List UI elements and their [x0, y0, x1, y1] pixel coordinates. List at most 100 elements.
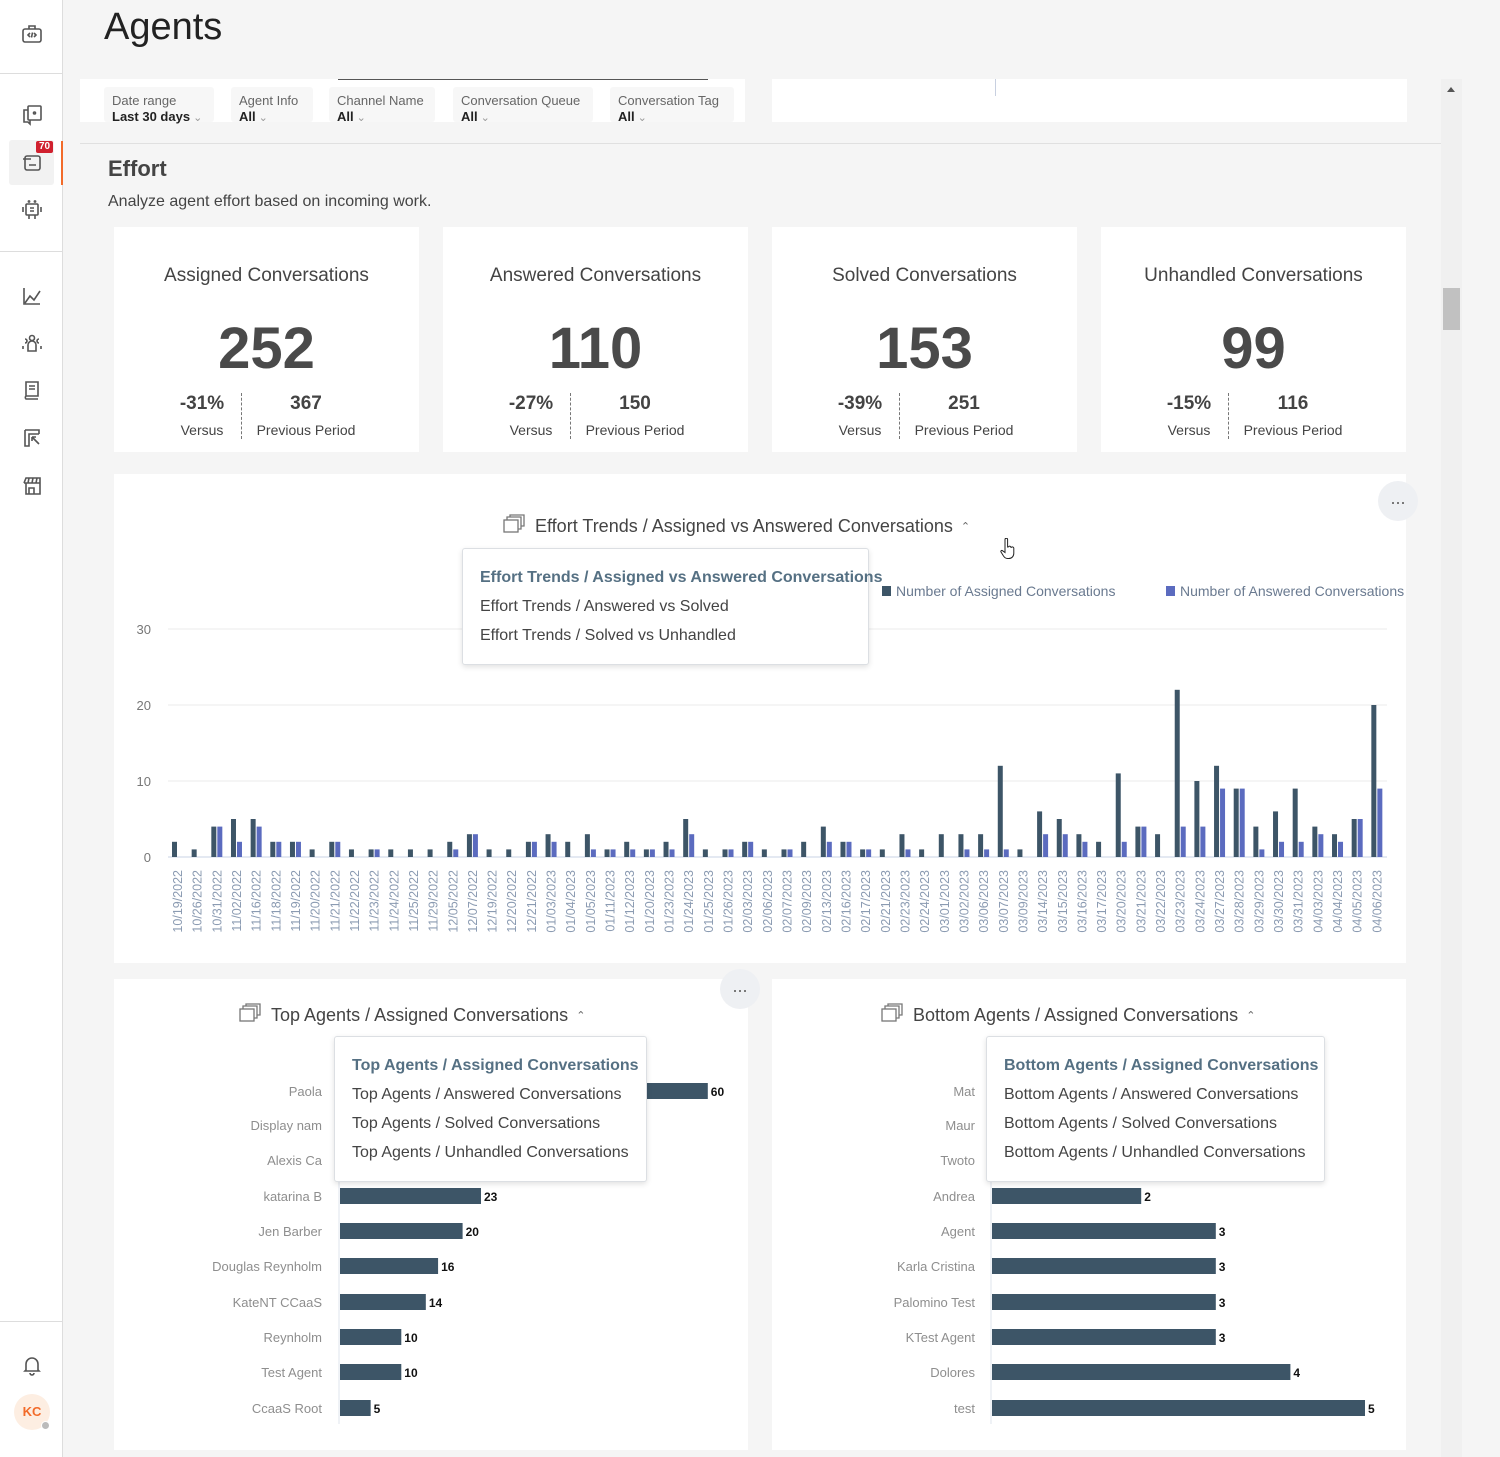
scrollbar[interactable]: [1441, 79, 1462, 1457]
kpi-previous-label: Previous Period: [256, 422, 356, 438]
bar-answered: [984, 849, 990, 857]
filter-agent-info[interactable]: Agent Info All: [231, 87, 313, 124]
bar-answered: [217, 826, 223, 857]
kpi-value: 110: [548, 316, 643, 381]
knowledge-icon[interactable]: [16, 374, 48, 406]
layers-icon: [881, 1003, 905, 1028]
data-label: 14: [429, 1296, 443, 1310]
kpi-divider: [1228, 393, 1229, 439]
store-icon[interactable]: [16, 470, 48, 502]
filter-label: Channel Name: [337, 93, 424, 108]
x-tick-label: 02/07/2023: [781, 870, 795, 933]
kpi-value: 99: [1221, 316, 1286, 381]
kpi-title: Unhandled Conversations: [1144, 265, 1363, 286]
x-tick-label: 01/23/2023: [663, 870, 677, 933]
inbox-icon[interactable]: [16, 146, 48, 178]
bar-assigned: [722, 849, 728, 857]
category-label: Palomino Test: [894, 1295, 976, 1310]
x-tick-label: 11/29/2022: [427, 870, 441, 932]
x-tick-label: 01/20/2023: [643, 870, 657, 933]
menu-item[interactable]: Effort Trends / Assigned vs Answered Con…: [480, 569, 883, 586]
x-tick-label: 03/29/2023: [1252, 870, 1266, 933]
menu-item[interactable]: Bottom Agents / Unhandled Conversations: [1004, 1144, 1306, 1161]
bar-assigned: [1233, 788, 1239, 857]
x-tick-label: 01/25/2023: [702, 870, 716, 933]
x-tick-label: 01/24/2023: [682, 870, 696, 933]
bar-assigned: [820, 826, 826, 857]
bar-assigned: [506, 849, 512, 857]
bar-assigned: [1056, 819, 1062, 857]
bar: [992, 1188, 1142, 1204]
bell-icon[interactable]: [16, 1349, 48, 1381]
data-label: 23: [484, 1190, 498, 1204]
analytics-icon[interactable]: [16, 280, 48, 312]
chevron-up-icon[interactable]: ⌃: [576, 1010, 586, 1022]
filter-label: Conversation Queue: [461, 93, 581, 108]
menu-item[interactable]: Effort Trends / Answered vs Solved: [480, 598, 729, 615]
menu-item[interactable]: Bottom Agents / Answered Conversations: [1004, 1086, 1299, 1103]
menu-item[interactable]: Bottom Agents / Solved Conversations: [1004, 1115, 1278, 1132]
filter-value: All: [337, 109, 366, 124]
bar-assigned: [840, 841, 846, 857]
chart-title-selector[interactable]: Bottom Agents / Assigned Conversations ⌃: [881, 1003, 1255, 1028]
more-options-button[interactable]: ...: [1378, 481, 1418, 521]
scroll-up-arrow-icon[interactable]: [1447, 87, 1455, 92]
filter-channel-name[interactable]: Channel Name All: [329, 87, 435, 124]
menu-item[interactable]: Effort Trends / Solved vs Unhandled: [480, 627, 736, 644]
menu-item[interactable]: Top Agents / Unhandled Conversations: [352, 1144, 629, 1161]
menu-item[interactable]: Top Agents / Solved Conversations: [352, 1115, 601, 1132]
filter-date-range[interactable]: Date range Last 30 days: [104, 87, 214, 124]
more-options-button[interactable]: ...: [720, 969, 760, 1009]
chevron-up-icon[interactable]: ⌃: [960, 521, 971, 533]
filter-conversation-queue[interactable]: Conversation Queue All: [453, 87, 593, 124]
scrollbar-thumb[interactable]: [1443, 288, 1460, 330]
bar-assigned: [879, 849, 885, 857]
menu-item[interactable]: Top Agents / Assigned Conversations: [352, 1057, 639, 1074]
category-label: Mat: [953, 1084, 975, 1099]
bar-assigned: [1096, 841, 1102, 857]
chart-title-selector[interactable]: Effort Trends / Assigned vs Answered Con…: [503, 514, 970, 539]
reports-icon[interactable]: [16, 422, 48, 454]
code-bag-icon[interactable]: [16, 18, 48, 50]
menu-item[interactable]: Top Agents / Answered Conversations: [352, 1086, 622, 1103]
bar-assigned: [1312, 826, 1318, 857]
bar-assigned: [1351, 819, 1357, 857]
bar: [992, 1223, 1216, 1239]
team-icon[interactable]: [16, 327, 48, 359]
bar-answered: [1259, 849, 1265, 857]
bar-assigned: [663, 841, 669, 857]
kpi-previous-label: Previous Period: [1243, 422, 1343, 438]
bar-assigned: [1174, 689, 1180, 857]
kpi-change: -39%: [837, 393, 883, 414]
trend-chart: 0 10 20 30 10/19/2022 10/26/2022 10/31/2022 11/…: [137, 583, 1405, 933]
category-label: Douglas Reynholm: [212, 1259, 322, 1274]
bar-answered: [669, 849, 675, 857]
bar-assigned: [309, 849, 315, 857]
x-tick-label: 01/03/2023: [545, 870, 559, 933]
bar-answered: [905, 849, 911, 857]
bar-assigned: [761, 849, 767, 857]
bar-answered: [728, 849, 734, 857]
menu-item[interactable]: Bottom Agents / Assigned Conversations: [1004, 1057, 1319, 1074]
x-tick-label: 03/28/2023: [1233, 870, 1247, 933]
sidebar: 70 KC: [0, 0, 63, 1457]
conversations-icon[interactable]: [16, 99, 48, 131]
kpi-previous: 116: [1277, 393, 1309, 414]
x-tick-label: 11/21/2022: [328, 870, 342, 932]
kpi-value: 153: [876, 316, 973, 381]
x-tick-label: 04/03/2023: [1311, 870, 1325, 933]
bar-assigned: [1371, 705, 1377, 857]
bar-answered: [1318, 834, 1324, 857]
x-tick-label: 12/05/2022: [446, 870, 460, 933]
bar-assigned: [1017, 849, 1023, 857]
legend-label: Number of Assigned Conversations: [896, 583, 1115, 599]
chevron-up-icon[interactable]: ⌃: [1246, 1010, 1256, 1022]
bar-assigned: [545, 834, 551, 857]
avatar[interactable]: KC: [14, 1394, 50, 1430]
filter-conversation-tag[interactable]: Conversation Tag All: [610, 87, 734, 124]
bar-assigned: [1155, 834, 1161, 857]
chart-title-selector[interactable]: Top Agents / Assigned Conversations ⌃: [239, 1003, 585, 1028]
bar-assigned: [1332, 834, 1338, 857]
bot-icon[interactable]: [16, 194, 48, 226]
bar-assigned: [742, 841, 748, 857]
